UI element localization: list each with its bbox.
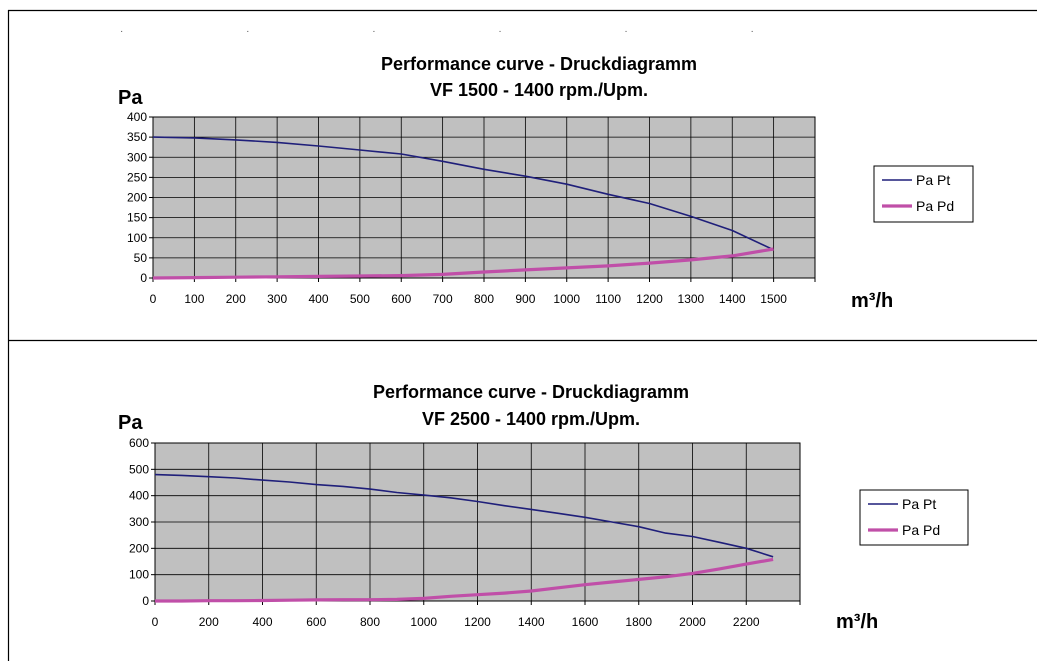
x-tick-label: 0 [150, 292, 157, 306]
cropped-header-fragment: · · · · · · [120, 26, 814, 37]
x-tick-label: 700 [433, 292, 453, 306]
x-tick-label: 600 [306, 615, 326, 629]
y-tick-label: 0 [142, 594, 149, 608]
x-tick-label: 200 [199, 615, 219, 629]
x-tick-label: 600 [391, 292, 411, 306]
x-tick-label: 800 [474, 292, 494, 306]
x-tick-label: 1300 [678, 292, 705, 306]
y-tick-label: 200 [129, 541, 149, 555]
y-tick-label: 100 [129, 568, 149, 582]
chart-vf1500: Performance curve - Druckdiagramm VF 150… [118, 54, 974, 312]
x-axis-label: m³/h [851, 290, 893, 312]
x-tick-label: 300 [267, 292, 287, 306]
chart-title: Performance curve - Druckdiagramm [373, 382, 689, 402]
series-line-pa-pt [152, 136, 774, 251]
x-tick-label: 1600 [572, 615, 599, 629]
y-tick-label: 600 [129, 436, 149, 450]
y-tick-label: 300 [127, 150, 147, 164]
y-axis-label: Pa [118, 412, 143, 434]
x-tick-label: 1100 [595, 292, 621, 306]
x-tick-label: 1200 [636, 292, 663, 306]
y-tick-label: 300 [129, 515, 149, 529]
chart-title: Performance curve - Druckdiagramm [381, 54, 697, 74]
x-tick-label: 1400 [518, 615, 545, 629]
x-tick-label: 1800 [625, 615, 652, 629]
legend: Pa Pt Pa Pd [859, 489, 969, 546]
x-axis-label: m³/h [836, 611, 878, 633]
y-tick-label: 500 [129, 462, 149, 476]
y-axis-label: Pa [118, 87, 143, 109]
legend-box [859, 489, 969, 546]
x-tick-label: 200 [226, 292, 246, 306]
x-tick-label: 500 [350, 292, 370, 306]
plot-area: 0 200 400 600 800 1000 1200 1400 1600 1800 2000 220… [129, 436, 801, 629]
x-tick-label: 400 [252, 615, 272, 629]
chart-subtitle: VF 2500 - 1400 rpm./Upm. [422, 409, 640, 429]
y-tick-label: 200 [127, 191, 147, 205]
y-tick-label: 250 [127, 170, 147, 184]
series-line-pa-pt [154, 473, 774, 558]
x-tick-label: 1200 [464, 615, 491, 629]
x-tick-label: 100 [184, 292, 204, 306]
y-tick-label: 400 [129, 489, 149, 503]
y-tick-label: 350 [127, 130, 147, 144]
x-tick-label: 2200 [733, 615, 760, 629]
series-line-pa-pd [155, 557, 774, 603]
y-tick-label: 150 [127, 211, 147, 225]
y-tick-label: 50 [134, 251, 148, 265]
legend-label: Pa Pt [902, 496, 936, 512]
legend-box [873, 165, 974, 223]
x-tick-label: 400 [308, 292, 328, 306]
x-tick-label: 1400 [719, 292, 746, 306]
x-tick-label: 800 [360, 615, 380, 629]
x-tick-label: 2000 [679, 615, 706, 629]
y-tick-label: 400 [127, 110, 147, 124]
legend-label: Pa Pd [916, 198, 954, 214]
chart-subtitle: VF 1500 - 1400 rpm./Upm. [430, 80, 648, 100]
x-tick-label: 0 [152, 615, 159, 629]
legend: Pa Pt Pa Pd [873, 165, 974, 223]
y-tick-label: 100 [127, 231, 147, 245]
series-line-pa-pd [152, 247, 774, 280]
x-tick-label: 900 [515, 292, 535, 306]
legend-label: Pa Pt [916, 172, 950, 188]
x-tick-label: 1500 [760, 292, 787, 306]
y-tick-label: 0 [140, 271, 147, 285]
chart-vf2500: Performance curve - Druckdiagramm VF 250… [118, 382, 969, 633]
x-tick-label: 1000 [553, 292, 580, 306]
x-tick-label: 1000 [410, 615, 437, 629]
legend-label: Pa Pd [902, 522, 940, 538]
plot-area: 0 100 200 300 400 500 600 700 800 900 1000 1100 1200… [127, 110, 816, 306]
